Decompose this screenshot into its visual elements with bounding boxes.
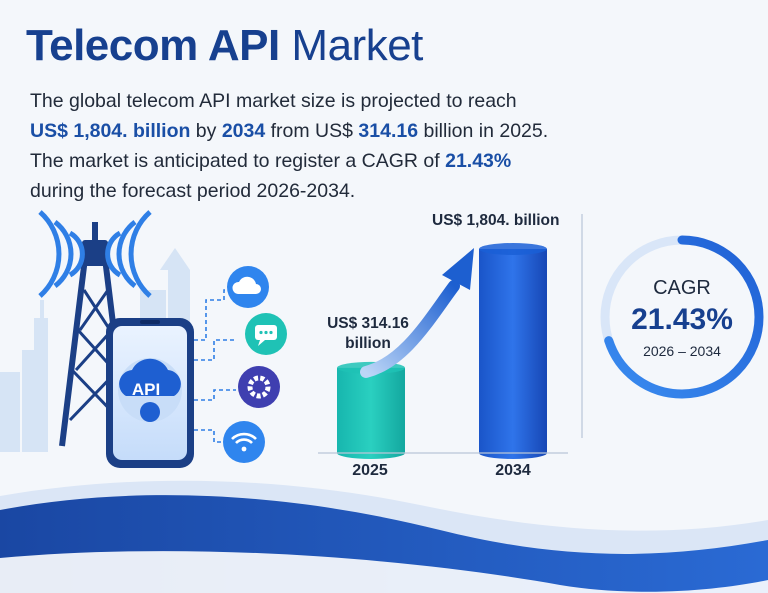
bar-body-2025 bbox=[337, 367, 405, 453]
bar-top-2034 bbox=[479, 243, 547, 255]
cagr-ring bbox=[600, 235, 764, 399]
cagr-value: 21.43% bbox=[631, 303, 733, 336]
growth-arrow bbox=[360, 280, 460, 378]
desc-line-3: The market is anticipated to register a … bbox=[30, 146, 590, 176]
title-light: Market bbox=[291, 21, 423, 70]
desc-2034-year: 2034 bbox=[221, 120, 266, 142]
desc-from: from US$ bbox=[265, 120, 359, 142]
data-label-2034: US$ 1,804. billion bbox=[432, 212, 560, 229]
bar-2034 bbox=[479, 243, 547, 459]
cagr-period: 2026 – 2034 bbox=[643, 343, 721, 359]
x-tick-2034: 2034 bbox=[495, 462, 531, 479]
wifi-icon bbox=[223, 421, 265, 463]
bottom-wave bbox=[0, 480, 768, 593]
connector-lines bbox=[194, 289, 236, 443]
bar-body-2034 bbox=[479, 249, 547, 453]
api-gear-icon bbox=[140, 402, 160, 422]
desc-cagr-value: 21.43% bbox=[445, 150, 512, 172]
data-label-2025: US$ 314.16 billion bbox=[327, 315, 409, 352]
chat-icon bbox=[245, 313, 287, 355]
desc-end: billion in 2025. bbox=[418, 120, 549, 142]
cagr-ring-progress bbox=[600, 235, 764, 399]
desc-2034-value: US$ 1,804. billion bbox=[30, 120, 191, 142]
page-title: Telecom API Market bbox=[26, 18, 423, 74]
desc-cagr-intro: The market is anticipated to register a … bbox=[30, 150, 446, 172]
x-tick-2025: 2025 bbox=[352, 462, 388, 479]
api-label: API bbox=[131, 380, 161, 399]
desc-line-2: US$ 1,804. billion by 2034 from US$ 314.… bbox=[30, 116, 590, 146]
title-bold: Telecom API bbox=[26, 21, 280, 70]
gear-icon bbox=[238, 366, 280, 408]
desc-line-4: during the forecast period 2026-2034. bbox=[30, 180, 356, 202]
desc-by: by bbox=[190, 120, 222, 142]
desc-2025-value: 314.16 bbox=[358, 120, 419, 142]
market-bar-chart bbox=[318, 243, 568, 459]
smartphone-icon bbox=[106, 318, 194, 468]
market-description: The global telecom API market size is pr… bbox=[30, 86, 590, 206]
cagr-label: CAGR bbox=[653, 277, 711, 299]
cloud-icon bbox=[227, 266, 269, 308]
growth-arrow-head bbox=[442, 248, 474, 290]
bar-2025 bbox=[337, 361, 405, 459]
desc-line-1: The global telecom API market size is pr… bbox=[30, 90, 517, 112]
